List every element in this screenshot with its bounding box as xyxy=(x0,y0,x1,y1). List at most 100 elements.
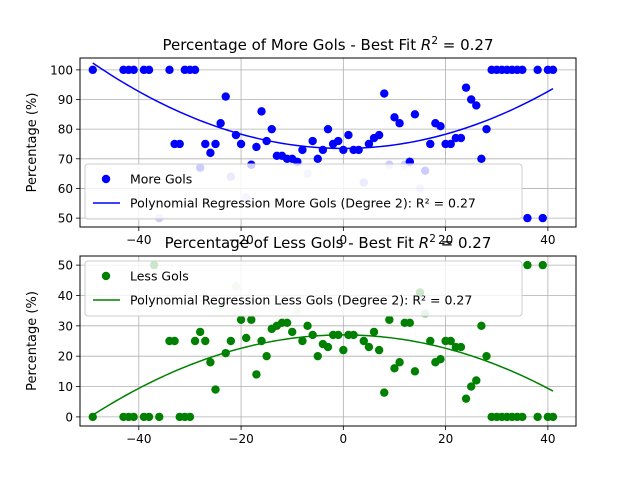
chart-2-data-point xyxy=(257,336,266,346)
chart-2-data-point xyxy=(523,260,532,270)
chart-2-data-point xyxy=(303,321,312,331)
chart-1-data-point xyxy=(472,101,481,110)
chart-2-data-point xyxy=(461,394,471,403)
chart-1-data-point xyxy=(426,139,435,149)
chart-2-legend-label-fit: Polynomial Regression Less Gols (Degree … xyxy=(130,293,472,308)
chart-1-data-point xyxy=(436,121,445,131)
chart-1-y-tick-label: 90 xyxy=(58,93,73,107)
chart-2-data-point xyxy=(385,315,394,324)
chart-2-data-point xyxy=(252,370,261,379)
chart-1-data-point xyxy=(548,65,558,75)
chart-2-data-point xyxy=(144,412,154,422)
chart-1-data-point xyxy=(144,65,154,75)
chart-2-data-point xyxy=(190,336,200,346)
chart-2-y-tick-label: 30 xyxy=(58,319,73,333)
chart-1-data-point xyxy=(477,154,486,164)
chart-1-axes-frame xyxy=(79,57,577,228)
chart-2: −40 −20 0 20 40 0 10 20 30 40 50 Percentage (%) Less… xyxy=(25,233,577,446)
chart-2-data-point xyxy=(236,315,246,324)
chart-1-data-point xyxy=(88,65,97,75)
chart-1-data-point xyxy=(206,148,215,158)
chart-1-data-point xyxy=(318,145,328,155)
chart-2-data-point xyxy=(298,336,307,346)
chart-1-data-point xyxy=(456,133,466,143)
chart-2-x-tick-label: 40 xyxy=(540,432,555,446)
chart-2-data-point xyxy=(466,382,476,391)
chart-1-x-tick-label: −40 xyxy=(126,233,151,247)
chart-2-data-point xyxy=(170,336,179,346)
chart-1-legend-label-points: More Gols xyxy=(130,172,192,187)
chart-2-data-point xyxy=(185,412,195,422)
chart-1-data-point xyxy=(339,145,348,155)
chart-1-data-point xyxy=(538,213,547,223)
chart-2-data-point xyxy=(195,327,205,337)
chart-1-x-tick-label: 40 xyxy=(540,233,555,247)
chart-2-data-point xyxy=(538,260,547,270)
chart-1-data-point xyxy=(364,139,374,149)
chart-2-data-point xyxy=(390,364,399,373)
chart-1-legend-marker xyxy=(101,174,111,184)
chart-1: −40 −20 0 20 40 50 60 70 80 90 100 Percentage (%) Mo… xyxy=(25,35,577,247)
chart-1-data-point xyxy=(533,65,542,75)
chart-1-data-point xyxy=(334,136,343,146)
chart-1-data-point xyxy=(482,124,491,134)
chart-1-data-point xyxy=(165,65,174,75)
chart-2-data-point xyxy=(349,330,358,340)
chart-2-data-point xyxy=(359,336,368,346)
chart-2-data-point xyxy=(446,336,455,346)
chart-2-data-point xyxy=(380,388,389,397)
chart-1-data-point xyxy=(252,142,261,152)
chart-1-data-point xyxy=(257,107,266,116)
chart-2-y-tick-label: 50 xyxy=(58,259,73,273)
chart-2-y-tick-label: 0 xyxy=(65,410,73,424)
chart-1-data-point xyxy=(298,145,307,155)
chart-1-data-point xyxy=(323,124,333,134)
chart-1-data-point xyxy=(267,124,276,134)
chart-2-legend-box xyxy=(84,260,523,317)
chart-2-x-tick-label: 0 xyxy=(340,432,348,446)
chart-1-data-point xyxy=(236,139,246,149)
chart-1-data-point xyxy=(395,119,404,128)
chart-2-data-point xyxy=(247,315,256,324)
chart-1-data-point xyxy=(380,89,389,98)
chart-1-data-point xyxy=(231,130,241,140)
chart-2-data-point xyxy=(155,412,164,422)
chart-1-x-tick-label: 0 xyxy=(340,233,348,247)
chart-2-data-point xyxy=(221,348,230,358)
chart-2-data-point xyxy=(226,336,236,346)
chart-1-y-tick-label: 70 xyxy=(58,152,73,166)
chart-1-y-tick-label: 50 xyxy=(58,212,73,226)
chart-1-data-point xyxy=(523,213,532,223)
chart-2-data-point xyxy=(364,342,374,352)
chart-1-data-point xyxy=(410,110,420,119)
chart-1-legend: More Gols Polynomial Regression More Gols… xyxy=(84,163,523,220)
chart-2-x-tick-label: 20 xyxy=(438,432,453,446)
chart-2-data-point xyxy=(395,358,404,367)
chart-1-data-point xyxy=(344,130,353,140)
chart-2-data-point xyxy=(405,318,415,327)
chart-2-data-point xyxy=(211,385,220,394)
chart-1-legend-label-fit: Polynomial Regression More Gols (Degree … xyxy=(130,196,476,211)
chart-2-data-point xyxy=(472,376,481,385)
chart-1-x-tick-label: −20 xyxy=(228,233,253,247)
chart-2-data-point xyxy=(374,345,384,355)
chart-1-y-tick-label: 100 xyxy=(50,63,73,77)
chart-2-data-point xyxy=(339,345,348,355)
chart-2-data-point xyxy=(410,367,420,376)
chart-2-y-tick-label: 10 xyxy=(58,380,73,394)
chart-2-title: Percentage of Less Gols - Best Fit R2 = … xyxy=(165,233,492,252)
chart-2-data-point xyxy=(308,330,317,340)
chart-2-y-tick-label: 40 xyxy=(58,289,73,303)
chart-2-data-point xyxy=(88,412,97,422)
chart-1-data-point xyxy=(461,83,471,92)
chart-1-data-point xyxy=(129,65,138,75)
chart-2-data-point xyxy=(241,333,251,343)
chart-2-legend-label-points: Less Gols xyxy=(130,269,189,284)
chart-2-data-point xyxy=(323,342,333,352)
chart-2-y-axis-title: Percentage (%) xyxy=(25,291,40,391)
chart-1-data-point xyxy=(374,130,384,140)
chart-1-data-point xyxy=(313,154,322,164)
chart-1-data-point xyxy=(446,139,455,149)
chart-2-legend: Less Gols Polynomial Regression Less Gols… xyxy=(84,260,523,317)
